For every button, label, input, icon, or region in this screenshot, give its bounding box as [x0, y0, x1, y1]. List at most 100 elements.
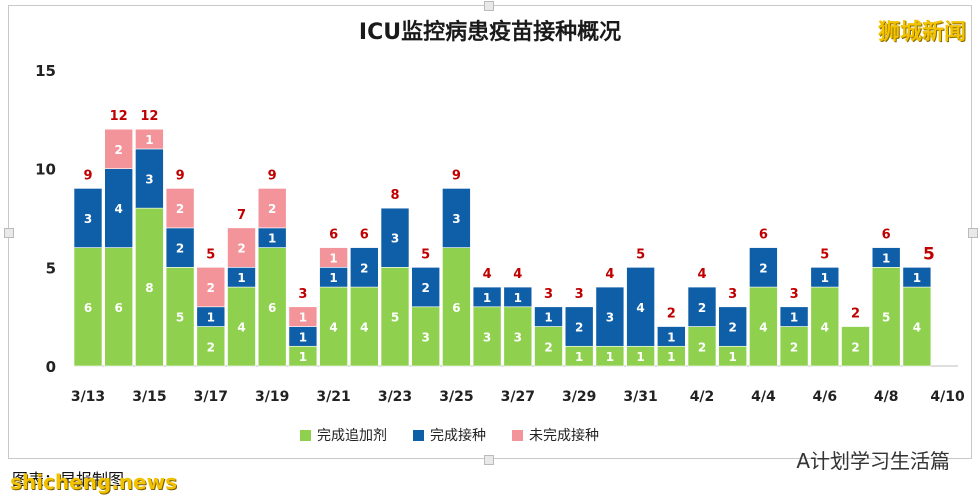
bar-segment: [841, 326, 870, 367]
bar-segment: [288, 306, 318, 327]
bar-segment: [319, 247, 348, 268]
bar-segment-label: 5: [882, 311, 890, 325]
bar-segment: [902, 286, 932, 367]
bar-segment: [534, 306, 563, 327]
chart-legend: 完成追加剂 完成接种 未完成接种: [300, 425, 599, 445]
bar-total-label: 3: [575, 287, 584, 302]
bar-segment: [165, 267, 195, 367]
bar-segment-label: 3: [422, 330, 430, 344]
chart-title: ICU监控病患疫苗接种概况: [358, 20, 622, 45]
bar-segment-label: 1: [299, 330, 307, 344]
bar-segment: [227, 227, 256, 268]
wechat-watermark: A计划学习生活篇: [796, 449, 950, 473]
legend-swatch-unvaccinated: [512, 429, 523, 441]
x-tick-label: 4/6: [812, 389, 837, 405]
bar-segment-label: 4: [913, 321, 921, 335]
bar-segment: [595, 286, 625, 347]
bar-segment-label: 1: [514, 291, 522, 305]
bar-segment: [718, 306, 748, 347]
bar-segment-label: 1: [575, 350, 583, 364]
bar-total-label: 5: [923, 244, 935, 264]
bar-segment: [472, 306, 502, 367]
bar-segment: [534, 326, 563, 367]
bar-segment-label: 2: [115, 143, 123, 157]
bar-segment-label: 2: [790, 340, 798, 354]
bar-segment: [871, 247, 901, 268]
bar-total-label: 3: [544, 287, 553, 302]
bar-segment: [656, 326, 686, 347]
bar-segment: [411, 306, 441, 367]
x-tick-label: 3/17: [194, 389, 228, 405]
bar-segment-label: 1: [237, 271, 245, 285]
bar-segment-label: 4: [821, 321, 829, 335]
bar-segment-label: 2: [207, 281, 215, 295]
legend-item-unvaccinated: 未完成接种: [512, 425, 599, 445]
bar-segment-label: 4: [115, 202, 123, 216]
bar-segment: [779, 306, 809, 327]
x-tick-label: 3/23: [378, 389, 412, 405]
bar-total-label: 5: [636, 247, 645, 262]
bar-segment-label: 1: [207, 311, 215, 325]
bar-segment-label: 1: [299, 311, 307, 325]
source-credit: 图表：早报制图: [12, 470, 125, 489]
bar-segment: [503, 286, 533, 308]
resize-handle-left[interactable]: [4, 228, 14, 238]
x-tick-label: 4/4: [751, 389, 776, 405]
bar-segment-label: 4: [360, 321, 368, 335]
bar-total-label: 3: [728, 287, 737, 302]
x-tick-label: 3/19: [255, 389, 289, 405]
bar-total-label: 4: [483, 267, 492, 282]
bar-segment: [472, 286, 502, 308]
bar-total-label: 2: [851, 307, 860, 322]
bar-segment-label: 3: [483, 330, 491, 344]
bar-segment: [104, 168, 133, 248]
bar-segment-label: 2: [575, 321, 583, 335]
bar-total-label: 6: [329, 228, 338, 243]
x-tick-label: 3/29: [562, 389, 596, 405]
x-tick-label: 4/8: [874, 389, 899, 405]
bar-segment-label: 4: [237, 321, 245, 335]
bar-segment-label: 2: [422, 281, 430, 295]
bar-total-label: 6: [759, 228, 768, 243]
bar-segment-label: 2: [237, 242, 245, 256]
resize-handle-top[interactable]: [484, 1, 494, 11]
bar-segment: [73, 188, 103, 248]
bar-segment-label: 1: [667, 350, 675, 364]
bar-segment-label: 1: [145, 133, 153, 147]
bar-segment-label: 1: [636, 350, 644, 364]
bar-total-label: 8: [390, 188, 399, 203]
resize-handle-bottom[interactable]: [484, 455, 494, 465]
bar-segment: [626, 267, 655, 347]
resize-handle-right[interactable]: [968, 228, 978, 238]
bar-segment: [349, 247, 379, 288]
bar-segment-label: 3: [514, 330, 522, 344]
bar-total-label: 4: [605, 267, 614, 282]
bar-segment: [810, 267, 840, 288]
bar-segment-label: 1: [882, 251, 890, 265]
legend-swatch-full: [413, 429, 424, 441]
legend-item-full: 完成接种: [413, 425, 486, 445]
bar-segment-label: 3: [84, 212, 92, 226]
bar-segment: [902, 267, 932, 288]
bar-total-label: 9: [268, 168, 277, 183]
bar-segment: [749, 247, 778, 288]
bar-segment-label: 2: [207, 340, 215, 354]
x-tick-label: 3/25: [439, 389, 473, 405]
bar-total-label: 9: [176, 168, 185, 183]
bar-segment-label: 1: [329, 251, 337, 265]
bar-total-label: 3: [298, 287, 307, 302]
bar-segment: [227, 286, 256, 367]
x-tick-label: 4/10: [930, 389, 965, 405]
bar-segment: [810, 286, 840, 367]
bar-segment-label: 6: [84, 301, 92, 315]
bar-segment: [749, 286, 778, 367]
bar-segment-label: 5: [391, 311, 399, 325]
bar-segment-label: 8: [145, 281, 153, 295]
bar-segment: [564, 306, 594, 347]
bar-segment-label: 3: [145, 173, 153, 187]
y-tick-label: 15: [35, 62, 56, 80]
bar-segment-label: 1: [790, 311, 798, 325]
bar-segment-label: 2: [360, 261, 368, 275]
x-tick-label: 3/21: [316, 389, 350, 405]
bar-segment-label: 2: [268, 202, 276, 216]
